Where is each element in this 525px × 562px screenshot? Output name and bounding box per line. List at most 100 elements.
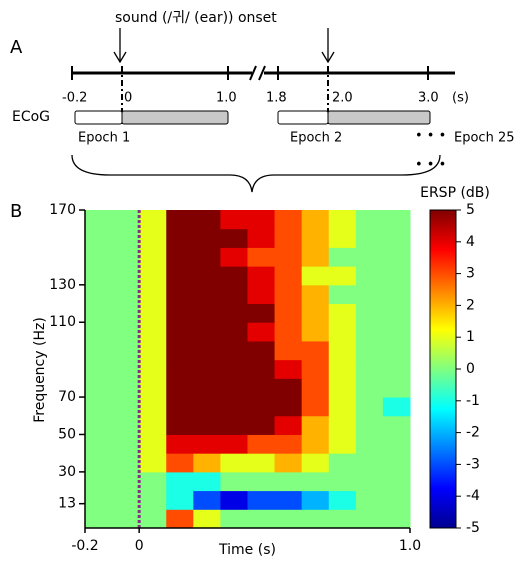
heat-cell xyxy=(139,266,167,286)
heat-cell xyxy=(382,490,411,510)
heat-cell xyxy=(85,303,113,323)
heat-cell xyxy=(247,266,276,286)
heat-cell xyxy=(166,415,194,435)
heat-cell xyxy=(85,228,113,248)
epoch-label: Epoch 25 xyxy=(454,131,514,146)
y-axis-title: Frequency (Hz) xyxy=(32,317,48,423)
heat-cell xyxy=(382,359,411,379)
heat-cell xyxy=(112,397,140,417)
heat-cell xyxy=(274,210,303,230)
heat-cell xyxy=(85,340,113,361)
heat-cell xyxy=(85,471,113,492)
heat-cell xyxy=(355,247,384,267)
heat-cell xyxy=(166,340,194,361)
heat-cell xyxy=(85,509,113,529)
heat-cell xyxy=(112,247,140,267)
heat-cell xyxy=(85,359,113,379)
heat-cell xyxy=(355,340,384,361)
colorbar-tick-label: -3 xyxy=(466,456,480,472)
heat-cell xyxy=(112,266,140,286)
heat-cell xyxy=(166,266,194,286)
heat-cell xyxy=(193,247,221,267)
heat-cell xyxy=(328,340,357,361)
heat-cell xyxy=(112,490,140,510)
heat-cell xyxy=(301,210,330,230)
heat-cell xyxy=(220,284,248,305)
heat-cell xyxy=(220,359,248,379)
heat-cell xyxy=(220,453,248,473)
heat-cell xyxy=(328,378,357,398)
heat-cell xyxy=(301,303,330,323)
heat-cell xyxy=(247,303,276,323)
heat-cell xyxy=(166,247,194,267)
heat-cell xyxy=(220,247,248,267)
heat-cell xyxy=(328,266,357,286)
heat-cell xyxy=(355,359,384,379)
heat-cell xyxy=(301,471,330,492)
heat-cell xyxy=(193,266,221,286)
heat-cell xyxy=(274,434,303,454)
y-tick-label: 170 xyxy=(49,202,76,218)
heat-cell xyxy=(193,397,221,417)
heat-cell xyxy=(274,359,303,379)
heat-cell xyxy=(112,340,140,361)
heat-cell xyxy=(247,509,276,529)
heat-cell xyxy=(112,210,140,230)
heat-cell xyxy=(139,284,167,305)
heat-cell xyxy=(301,322,330,342)
heat-cell xyxy=(247,453,276,473)
heat-cell xyxy=(139,228,167,248)
heat-cell xyxy=(328,415,357,435)
heat-cell xyxy=(139,378,167,398)
heat-cell xyxy=(166,359,194,379)
heat-cell xyxy=(193,210,221,230)
heat-cell xyxy=(193,303,221,323)
heat-cell xyxy=(274,340,303,361)
heat-cell xyxy=(247,359,276,379)
heat-cell xyxy=(301,284,330,305)
heat-cell xyxy=(139,322,167,342)
colorbar-tick-label: -5 xyxy=(466,520,480,536)
time-label: 1.0 xyxy=(216,91,237,106)
heat-cell xyxy=(301,340,330,361)
y-tick-label: 110 xyxy=(49,314,76,330)
colorbar-tick-label: 1 xyxy=(466,329,475,345)
heat-cell xyxy=(247,284,276,305)
colorbar-tick-label: -1 xyxy=(466,393,480,409)
heat-cell xyxy=(220,471,248,492)
heat-cell xyxy=(301,453,330,473)
heat-cell xyxy=(193,228,221,248)
heat-cell xyxy=(193,340,221,361)
heat-cell xyxy=(247,322,276,342)
heat-cell xyxy=(274,490,303,510)
heat-cell xyxy=(355,303,384,323)
heat-cell xyxy=(355,415,384,435)
heat-cell xyxy=(220,434,248,454)
heat-cell xyxy=(166,490,194,510)
heat-cell xyxy=(301,490,330,510)
heat-cell xyxy=(220,340,248,361)
heat-cell xyxy=(247,247,276,267)
epoch-label: Epoch 1 xyxy=(78,131,130,146)
heat-cell xyxy=(301,247,330,267)
heat-cell xyxy=(139,397,167,417)
heat-cell xyxy=(139,340,167,361)
heat-cell xyxy=(355,397,384,417)
heat-cell xyxy=(166,322,194,342)
timeline xyxy=(71,65,455,124)
heat-cell xyxy=(382,415,411,435)
heat-cell xyxy=(247,340,276,361)
heat-cell xyxy=(247,228,276,248)
y-tick-label: 130 xyxy=(49,277,76,293)
epoch-boxes xyxy=(74,110,431,125)
heat-cell xyxy=(301,266,330,286)
heat-cell xyxy=(139,415,167,435)
arrows xyxy=(113,28,335,64)
heat-cell xyxy=(301,509,330,529)
heat-cell xyxy=(220,397,248,417)
heat-cell xyxy=(328,303,357,323)
heat-cell xyxy=(301,228,330,248)
time-label: 2.0 xyxy=(332,91,353,106)
heat-cell xyxy=(247,471,276,492)
heat-cell xyxy=(382,378,411,398)
